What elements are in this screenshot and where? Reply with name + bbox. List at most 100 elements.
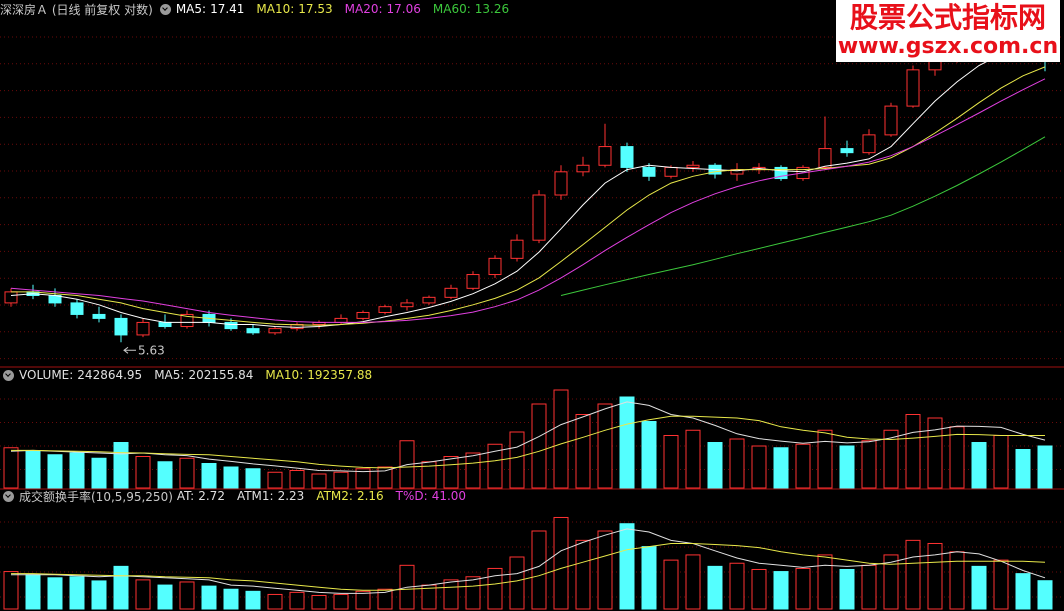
bar [707,565,723,610]
bar [751,445,767,489]
legend-value: 2.23 [277,489,305,503]
bar [553,389,569,489]
bar [47,454,63,489]
bar [641,546,657,610]
candle-body [884,105,898,136]
indicator-line [10,48,1046,328]
bar [531,530,547,610]
bar [289,591,305,610]
legend-value: 192357.88 [307,368,373,382]
collapse-icon[interactable] [159,3,171,15]
candle-body [422,296,436,304]
bar [839,445,855,489]
candle-body [4,291,18,304]
extra-name: T%D: [395,489,428,503]
extra-value: 41.00 [431,489,467,503]
candle-body [114,317,128,336]
indicator-line [11,415,1045,469]
bar [135,579,151,610]
collapse-icon[interactable] [3,369,14,381]
bar [3,571,19,610]
legend-value: 2.16 [356,489,384,503]
candle-body [774,166,788,180]
collapse-icon[interactable] [3,490,14,502]
bar [509,556,525,610]
bar [971,565,987,610]
indicator-line [11,528,1046,594]
bar [663,559,679,610]
bar [245,590,261,610]
bar [927,542,943,610]
panel-header: 深深房Ａ (日线 前复权 对数) MA5: 17.41 MA10: 17.53 MA20:… [0,1,521,17]
candle-body [268,328,282,334]
candle-body [70,302,84,315]
bar [267,471,283,489]
bar [1037,445,1053,489]
bar [861,564,877,610]
panel-header: VOLUME: 242864.95 MA5: 202155.84 MA10: 192357… [0,367,384,383]
watermark-title: 股票公式指标网 [849,1,1046,34]
bar [487,567,503,610]
bar [25,574,41,610]
bar [377,588,393,610]
bar [135,456,151,489]
indicator-line [11,543,1046,591]
bar [773,571,789,610]
bar [311,594,327,610]
watermark: 股票公式指标网 www.gszx.com.cn [836,0,1060,62]
candle-body [532,194,546,241]
bar [949,426,965,489]
bar [69,452,85,489]
candle-body [180,313,194,328]
candle-body [158,321,172,328]
legend-name: MA10: [265,368,304,382]
low-label: 5.63 [138,343,165,357]
bar [905,414,921,489]
bar [25,450,41,489]
bar [113,565,129,610]
candle-body [576,164,590,173]
legend-value: 17.06 [386,2,421,16]
candle-body [906,69,920,107]
bar [289,470,305,489]
bar [465,452,481,489]
legend-value: 242864.95 [77,368,143,382]
legend-name: MA20: [344,2,383,16]
bar [685,554,701,610]
bar [685,429,701,489]
bar [817,554,833,610]
bar [597,403,613,489]
bar [751,568,767,610]
candle-body [444,287,458,298]
candle-body [92,313,106,319]
panel-title: 成交额换手率(10,5,95,250) [19,489,173,504]
legend-value: 2.72 [198,489,225,503]
indicator-line [11,66,1046,326]
legend-name: MA60: [432,2,471,16]
legend-name: VOLUME: [19,368,74,382]
bar [971,442,987,489]
bar [465,576,481,610]
candle-body [620,146,634,168]
bar [619,396,635,489]
bar [91,457,107,489]
bar [443,579,459,610]
bar [817,429,833,489]
bar [729,438,745,489]
candle-body [488,257,502,276]
watermark-url: www.gszx.com.cn [837,34,1059,59]
candle-body [642,166,656,177]
low-arrow [123,346,136,354]
candle-body [862,134,876,154]
candle-body [686,164,700,168]
bar [333,471,349,489]
bar [1037,580,1053,610]
bar [597,530,613,610]
bar [619,523,635,610]
bar [487,443,503,489]
candle-body [840,148,854,154]
bar [773,447,789,489]
candle-body [818,148,832,168]
